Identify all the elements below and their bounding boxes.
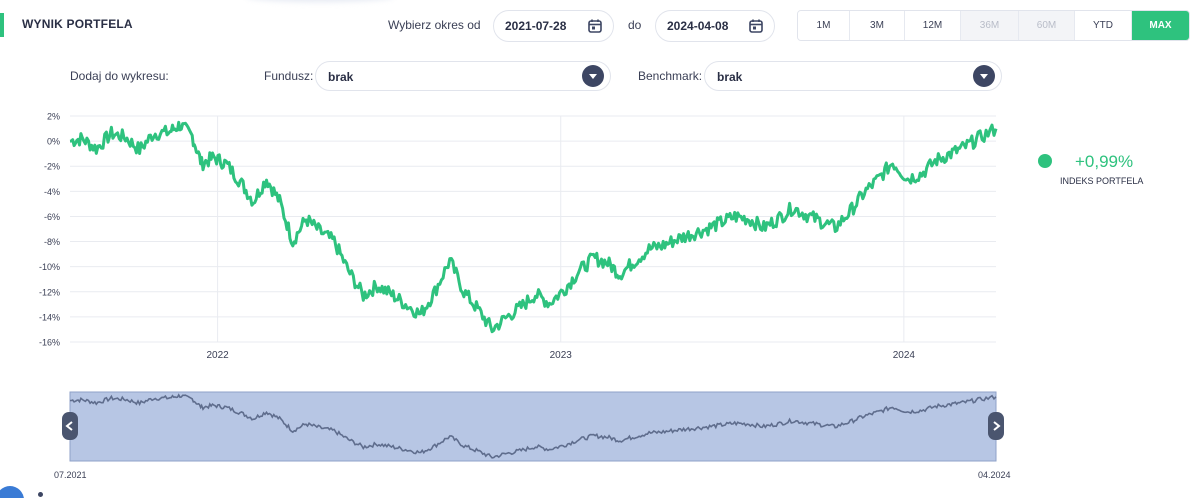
to-label: do (628, 18, 642, 32)
fund-label: Fundusz: (264, 69, 314, 83)
navigator-end-date: 04.2024 (978, 470, 1011, 480)
benchmark-select[interactable]: brak (704, 61, 1002, 91)
title-accent-bar (0, 13, 4, 37)
chevron-left-icon (65, 421, 73, 431)
portfolio-line-chart[interactable]: 2%0%-2%-4%-6%-8%-10%-12%-14%-16% 2022 202… (0, 100, 1010, 365)
navigator-handle-right[interactable] (988, 412, 1004, 440)
y-tick-label: -8% (44, 237, 60, 247)
benchmark-select-value: brak (717, 70, 743, 84)
page-title: WYNIK PORTFELA (22, 17, 133, 31)
y-tick-label: -4% (44, 187, 60, 197)
legend-series-name: INDEKS PORTFELA (1060, 176, 1144, 186)
range-button-12m[interactable]: 12M (905, 11, 961, 40)
navigator-handle-left[interactable] (62, 412, 78, 440)
fund-select-value: brak (328, 70, 354, 84)
y-tick-label: -6% (44, 212, 60, 222)
fund-select[interactable]: brak (315, 61, 611, 91)
navigator-selection[interactable] (69, 391, 997, 462)
navigator-start-date: 07.2021 (54, 470, 87, 480)
range-selector: 1M 3M 12M 36M 60M YTD MAX (797, 10, 1190, 41)
y-tick-label: 2% (47, 112, 60, 122)
y-tick-label: -10% (39, 262, 60, 272)
y-tick-label: -16% (39, 338, 60, 348)
period-label: Wybierz okres od (388, 18, 481, 32)
menu-dot-icon (38, 492, 43, 497)
navigator-series-line (69, 393, 997, 459)
y-tick-label: 0% (47, 137, 60, 147)
range-button-3m[interactable]: 3M (850, 11, 905, 40)
range-button-1m[interactable]: 1M (798, 11, 850, 40)
x-tick-label: 2024 (893, 350, 916, 361)
x-tick-label: 2022 (206, 350, 229, 361)
chart-grid (70, 115, 996, 343)
x-tick-label: 2023 (550, 350, 573, 361)
date-from-field[interactable]: 2021-07-28 (493, 10, 614, 42)
legend-value: +0,99% (1075, 152, 1134, 171)
range-button-ytd[interactable]: YTD (1075, 11, 1132, 40)
page-header: WYNIK PORTFELA Wybierz okres od 2021-07-… (0, 0, 1200, 50)
x-axis: 2022 2023 2024 (206, 350, 915, 361)
date-from-value: 2021-07-28 (505, 19, 567, 33)
date-to-value: 2024-04-08 (667, 19, 729, 33)
y-tick-label: -14% (39, 312, 60, 322)
range-button-36m: 36M (961, 11, 1019, 40)
benchmark-label: Benchmark: (638, 69, 703, 83)
range-button-max[interactable]: MAX (1132, 11, 1189, 40)
calendar-icon[interactable] (587, 18, 603, 34)
portfolio-series-line (69, 120, 998, 334)
range-button-60m: 60M (1019, 11, 1075, 40)
chevron-right-icon (993, 421, 1001, 431)
legend-marker (1038, 154, 1052, 168)
chevron-down-icon[interactable] (582, 65, 604, 87)
y-tick-label: -2% (44, 162, 60, 172)
date-to-field[interactable]: 2024-04-08 (655, 10, 775, 42)
chevron-down-icon[interactable] (973, 65, 995, 87)
y-tick-label: -12% (39, 287, 60, 297)
range-navigator[interactable] (0, 385, 1010, 465)
chat-bubble-icon[interactable] (0, 486, 24, 498)
add-to-chart-label: Dodaj do wykresu: (70, 69, 169, 83)
calendar-icon[interactable] (748, 18, 764, 34)
y-axis: 2% 0% -2% -4% -6% -8% -10% -12% -14% -16% (39, 112, 60, 348)
decorative-shadow (245, 0, 395, 2)
